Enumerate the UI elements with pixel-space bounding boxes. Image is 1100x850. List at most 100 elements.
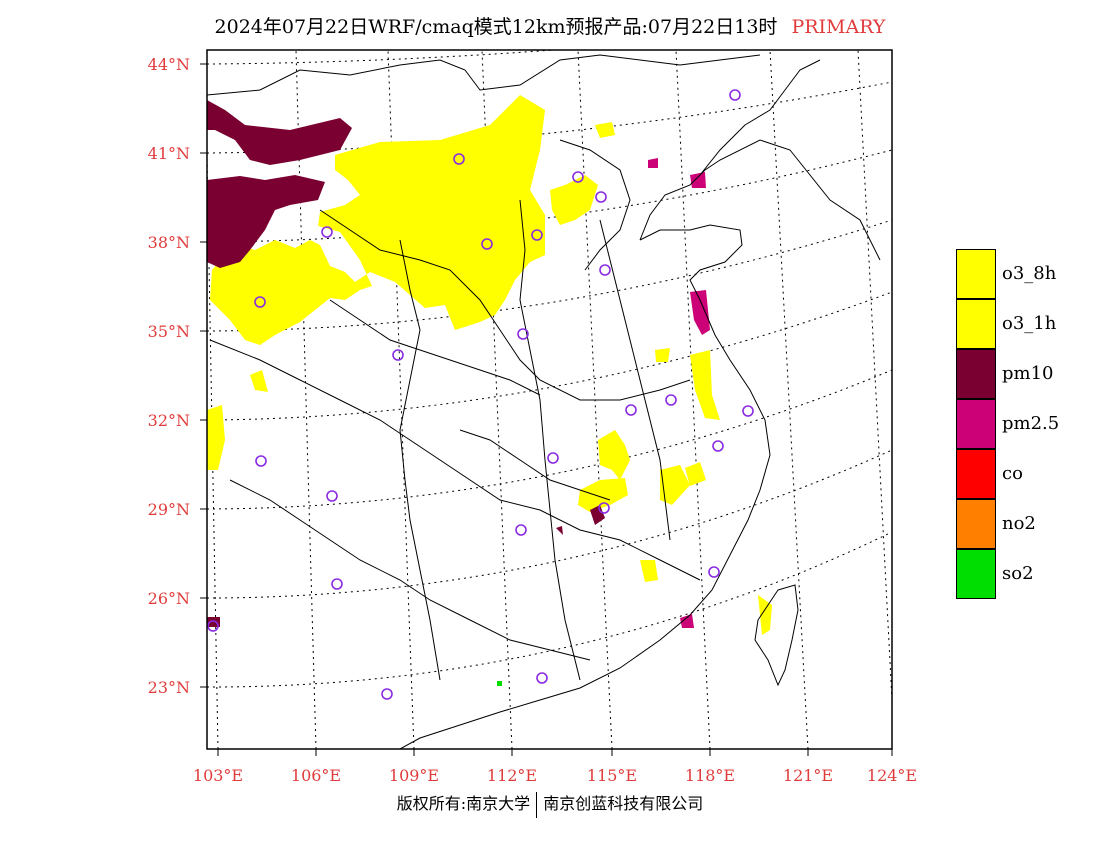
station-marker: [453, 153, 465, 165]
border-provinces-2: [209, 339, 701, 581]
o3-regions: [207, 95, 772, 635]
copyright-separator: [536, 791, 538, 818]
lon-label-124: 124°E: [866, 766, 918, 785]
border-provinces-8: [459, 429, 611, 501]
coastline-bohai: [639, 139, 881, 261]
lon-label-112: 112°E: [486, 766, 538, 785]
title-main: 2024年07月22日WRF/cmaq模式12km预报产品:07月22日13时: [214, 16, 778, 38]
lon-label-115: 115°E: [586, 766, 638, 785]
border-provinces-6: [599, 219, 671, 541]
o3-region-yangtze-1: [598, 430, 630, 480]
pm10-region-gobi: [207, 175, 325, 268]
station-marker: [712, 440, 724, 452]
station-marker: [515, 524, 527, 536]
station-marker: [326, 490, 338, 502]
border-provinces-3: [229, 479, 591, 661]
lat-label-32: 32°N: [147, 411, 190, 430]
gridline-lat-41: [207, 81, 892, 154]
o3-region-zhejiang: [685, 462, 706, 486]
lon-label-118: 118°E: [684, 766, 736, 785]
lat-label-44: 44°N: [147, 55, 190, 74]
station-marker: [536, 672, 548, 684]
station-marker: [729, 89, 741, 101]
o3-region-qinghai: [250, 370, 268, 392]
o3-region-sichuan: [207, 405, 225, 470]
border-provinces-5: [519, 199, 581, 681]
coastline-liaoning: [699, 59, 821, 176]
station-marker: [321, 226, 333, 238]
pm10-region-jiangxi: [590, 505, 605, 525]
legend-label-o3-8h: o3_8h: [1002, 263, 1057, 284]
lat-label-26: 26°N: [147, 589, 190, 608]
o3-region-hebei: [550, 175, 598, 225]
axis-ticks: [200, 63, 893, 756]
legend-label-no2: no2: [1002, 513, 1036, 534]
legend-label-pm10: pm10: [1002, 363, 1054, 384]
legend-label-pm2-5: pm2.5: [1002, 413, 1060, 434]
border-provinces-1: [319, 209, 691, 401]
pm25-region-fujian: [680, 614, 694, 628]
so2-spot-guangdong: [497, 681, 502, 686]
pm25-region-tianjin: [690, 172, 706, 188]
legend-swatch-o3-1h: [956, 299, 996, 349]
o3-region-jiangxi: [660, 465, 690, 505]
copyright-left: 版权所有:南京大学: [396, 794, 531, 813]
station-marker: [598, 502, 610, 514]
legend-label-so2: so2: [1002, 563, 1034, 584]
legend-swatch-pm2-5: [956, 399, 996, 449]
o3-region-yangtze-2: [578, 478, 628, 512]
o3-region-anhui: [690, 350, 720, 420]
station-marker: [481, 238, 493, 250]
station-marker: [708, 566, 720, 578]
gridline-lat-38: [207, 149, 892, 243]
gridline-lon-118: [675, 50, 711, 749]
pm10-region-yunnan: [207, 617, 220, 627]
pm25-regions: [648, 158, 710, 628]
gridline-lat-44: [207, 50, 561, 65]
map-area: [207, 50, 892, 749]
legend-label-o3-1h: o3_1h: [1002, 313, 1057, 334]
station-marker: [531, 229, 543, 241]
o3-region-taiwan: [758, 595, 772, 635]
gridline-lon-106: [295, 50, 317, 749]
pm25-region-jiangsu: [690, 290, 710, 335]
o3-region-shandong-s: [655, 348, 670, 362]
lat-label-41: 41°N: [147, 144, 190, 163]
border-north: [207, 54, 761, 96]
station-marker: [599, 264, 611, 276]
border-provinces-4: [399, 239, 441, 681]
lon-label-106: 106°E: [290, 766, 342, 785]
lat-label-35: 35°N: [147, 322, 190, 341]
lat-label-38: 38°N: [147, 233, 190, 252]
legend-swatch-so2: [956, 549, 996, 599]
station-marker: [595, 191, 607, 203]
lat-label-29: 29°N: [147, 500, 190, 519]
station-marker: [742, 405, 754, 417]
gridline-lat-29: [207, 369, 892, 510]
lon-label-121: 121°E: [782, 766, 834, 785]
station-markers: [207, 89, 754, 700]
gridline-lat-23: [207, 531, 892, 688]
station-marker: [255, 455, 267, 467]
gridline-lon-124: [857, 50, 892, 701]
coastline-east-china: [399, 224, 771, 749]
station-marker: [572, 171, 584, 183]
pm10-regions: [207, 100, 605, 627]
copyright-line: 版权所有:南京大学 南京创蓝科技有限公司: [0, 790, 1100, 818]
map-title: 2024年07月22日WRF/cmaq模式12km预报产品:07月22日13时 P…: [0, 12, 1100, 39]
pm10-region-mongolia: [207, 100, 352, 165]
boundaries: [207, 54, 881, 749]
lon-label-109: 109°E: [388, 766, 440, 785]
legend-swatch-co: [956, 449, 996, 499]
station-marker: [665, 394, 677, 406]
o3-region-fujian: [640, 560, 658, 582]
pm25-region-hebei: [648, 158, 658, 168]
copyright-right: 南京创蓝科技有限公司: [543, 794, 704, 813]
o3-region-north-central: [210, 95, 545, 345]
station-marker: [254, 296, 266, 308]
station-marker: [547, 452, 559, 464]
map-frame: [206, 49, 893, 750]
station-marker: [207, 620, 219, 632]
station-marker: [392, 349, 404, 361]
